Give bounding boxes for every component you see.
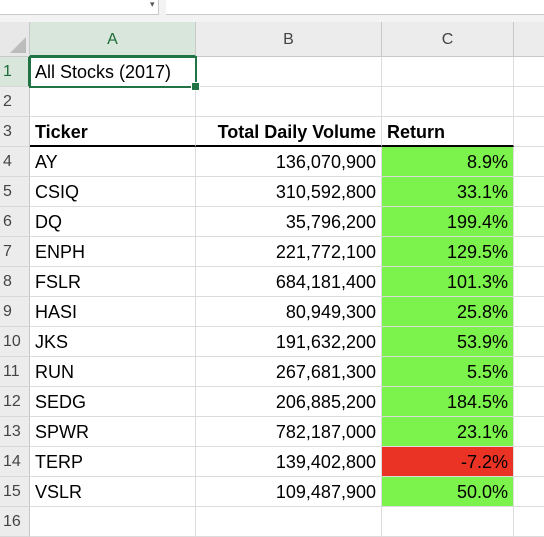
row-header-6[interactable]: 6 [0,207,30,237]
cell-d[interactable] [514,177,544,207]
row-header-16[interactable]: 16 [0,507,30,537]
cell-d[interactable] [514,267,544,297]
row-header-9[interactable]: 9 [0,297,30,327]
volume-cell[interactable]: 267,681,300 [196,357,382,387]
formula-bar: ▾ [0,0,544,23]
ticker-cell[interactable]: JKS [30,327,196,357]
column-header-a[interactable]: A [30,22,196,57]
ticker-cell[interactable]: SPWR [30,417,196,447]
column-header-b[interactable]: B [196,22,382,57]
cell-d[interactable] [514,207,544,237]
volume-cell[interactable]: 136,070,900 [196,147,382,177]
row-header-15[interactable]: 15 [0,477,30,507]
ticker-cell[interactable]: FSLR [30,267,196,297]
cell-c2[interactable] [382,87,514,117]
row-header-8[interactable]: 8 [0,267,30,297]
ticker-cell[interactable]: RUN [30,357,196,387]
sheet-title-cell[interactable]: All Stocks (2017) [30,57,196,87]
formula-input[interactable] [166,0,544,15]
fill-handle[interactable] [191,82,200,91]
return-cell[interactable]: 5.5% [382,357,514,387]
row-header-2[interactable]: 2 [0,87,30,117]
return-cell[interactable]: 8.9% [382,147,514,177]
cell-d[interactable] [514,237,544,267]
ticker-cell[interactable]: ENPH [30,237,196,267]
row-header-10[interactable]: 10 [0,327,30,357]
return-cell[interactable]: 53.9% [382,327,514,357]
cell-d[interactable] [514,507,544,537]
cell-d[interactable] [514,297,544,327]
volume-cell[interactable]: 782,187,000 [196,417,382,447]
return-header[interactable]: Return [382,117,514,147]
cell-d[interactable] [514,147,544,177]
row-header-4[interactable]: 4 [0,147,30,177]
ticker-header[interactable]: Ticker [30,117,196,147]
volume-cell[interactable]: 191,632,200 [196,327,382,357]
cell-d[interactable] [514,447,544,477]
volume-cell[interactable]: 206,885,200 [196,387,382,417]
cell-d[interactable] [514,57,544,87]
return-cell[interactable]: 184.5% [382,387,514,417]
row-header-14[interactable]: 14 [0,447,30,477]
cell-b16[interactable] [196,507,382,537]
select-all-icon [10,37,26,53]
return-cell[interactable]: 23.1% [382,417,514,447]
cell-b1[interactable] [196,57,382,87]
volume-cell[interactable]: 310,592,800 [196,177,382,207]
ticker-cell[interactable]: TERP [30,447,196,477]
chevron-down-icon[interactable]: ▾ [150,0,155,9]
cell-c1[interactable] [382,57,514,87]
volume-cell[interactable]: 109,487,900 [196,477,382,507]
ticker-cell[interactable]: AY [30,147,196,177]
column-header-c[interactable]: C [382,22,514,57]
cell-c16[interactable] [382,507,514,537]
select-all-corner[interactable] [0,22,30,57]
ticker-cell[interactable]: SEDG [30,387,196,417]
cell-b2[interactable] [196,87,382,117]
cell-d[interactable] [514,417,544,447]
volume-cell[interactable]: 80,949,300 [196,297,382,327]
volume-cell[interactable]: 221,772,100 [196,237,382,267]
cell-a16[interactable] [30,507,196,537]
return-cell[interactable]: 199.4% [382,207,514,237]
volume-cell[interactable]: 35,796,200 [196,207,382,237]
row-header-12[interactable]: 12 [0,387,30,417]
ticker-cell[interactable]: VSLR [30,477,196,507]
row-header-1[interactable]: 1 [0,57,30,87]
cell-a2[interactable] [30,87,196,117]
row-header-5[interactable]: 5 [0,177,30,207]
cell-d[interactable] [514,357,544,387]
cell-d[interactable] [514,327,544,357]
row-header-3[interactable]: 3 [0,117,30,147]
volume-cell[interactable]: 684,181,400 [196,267,382,297]
ticker-cell[interactable]: CSIQ [30,177,196,207]
return-cell[interactable]: 129.5% [382,237,514,267]
cell-d[interactable] [514,477,544,507]
spreadsheet-grid: A B C 1 2 3 4 5 6 7 8 9 10 11 12 13 14 15 16 All Stocks (20… [0,22,544,537]
cell-d[interactable] [514,117,544,147]
ticker-cell[interactable]: HASI [30,297,196,327]
return-cell[interactable]: -7.2% [382,447,514,477]
cell-d[interactable] [514,387,544,417]
ticker-cell[interactable]: DQ [30,207,196,237]
return-cell[interactable]: 33.1% [382,177,514,207]
row-header-13[interactable]: 13 [0,417,30,447]
column-header-empty[interactable] [514,22,544,57]
cell-d[interactable] [514,87,544,117]
row-header-7[interactable]: 7 [0,237,30,267]
name-box[interactable] [0,0,159,15]
volume-cell[interactable]: 139,402,800 [196,447,382,477]
volume-header[interactable]: Total Daily Volume [196,117,382,147]
row-header-11[interactable]: 11 [0,357,30,387]
return-cell[interactable]: 101.3% [382,267,514,297]
return-cell[interactable]: 50.0% [382,477,514,507]
return-cell[interactable]: 25.8% [382,297,514,327]
